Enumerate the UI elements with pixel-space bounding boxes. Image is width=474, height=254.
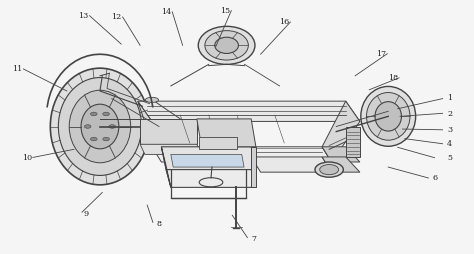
Ellipse shape	[198, 27, 255, 65]
Polygon shape	[138, 102, 360, 122]
Text: 17: 17	[376, 50, 386, 58]
Text: 12: 12	[111, 13, 122, 21]
Text: 7: 7	[251, 234, 256, 242]
Ellipse shape	[84, 125, 91, 129]
Text: 11: 11	[12, 65, 22, 73]
Ellipse shape	[319, 165, 338, 175]
Ellipse shape	[103, 113, 109, 116]
Text: 13: 13	[78, 12, 89, 20]
Text: 3: 3	[447, 125, 452, 134]
Text: 14: 14	[161, 8, 171, 16]
Polygon shape	[166, 170, 256, 188]
Polygon shape	[140, 145, 201, 155]
Polygon shape	[161, 147, 256, 170]
Polygon shape	[322, 147, 360, 162]
Ellipse shape	[109, 125, 116, 129]
Polygon shape	[152, 147, 331, 162]
Polygon shape	[138, 102, 161, 147]
Text: 2: 2	[447, 109, 452, 117]
Text: 18: 18	[388, 74, 398, 82]
Ellipse shape	[375, 102, 401, 132]
Polygon shape	[197, 119, 256, 147]
Ellipse shape	[103, 138, 109, 141]
Polygon shape	[346, 127, 360, 157]
Polygon shape	[199, 137, 237, 150]
Polygon shape	[322, 157, 360, 172]
Ellipse shape	[58, 78, 142, 176]
Ellipse shape	[91, 113, 97, 116]
Polygon shape	[161, 147, 171, 188]
Text: 16: 16	[279, 18, 290, 26]
Ellipse shape	[91, 138, 97, 141]
Text: 9: 9	[83, 209, 88, 217]
Text: 5: 5	[447, 153, 452, 161]
Polygon shape	[171, 155, 244, 167]
Polygon shape	[251, 147, 256, 188]
Ellipse shape	[361, 87, 416, 147]
Text: 15: 15	[220, 7, 230, 15]
Text: 8: 8	[156, 219, 162, 227]
Text: 1: 1	[447, 94, 452, 102]
Ellipse shape	[205, 31, 248, 61]
Ellipse shape	[50, 69, 150, 185]
Text: 6: 6	[433, 173, 438, 182]
Ellipse shape	[81, 105, 119, 149]
Polygon shape	[251, 157, 331, 172]
Ellipse shape	[215, 38, 238, 54]
Ellipse shape	[366, 93, 410, 141]
Ellipse shape	[146, 98, 158, 103]
Ellipse shape	[69, 91, 131, 163]
Polygon shape	[322, 102, 360, 162]
Ellipse shape	[315, 162, 343, 178]
Text: 10: 10	[22, 153, 32, 161]
Polygon shape	[140, 119, 197, 145]
Text: 4: 4	[447, 139, 452, 147]
